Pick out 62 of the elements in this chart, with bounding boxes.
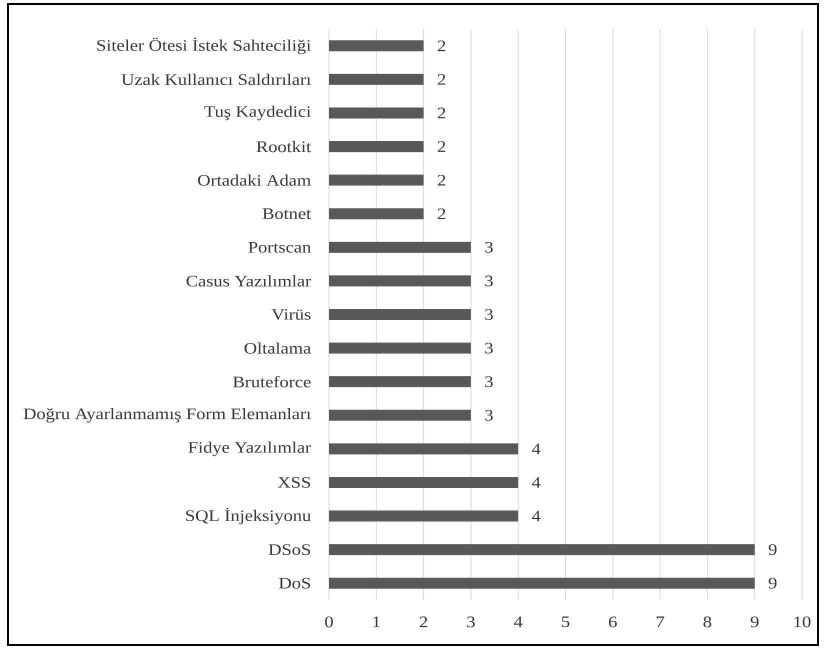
x-tick-label: 2 xyxy=(420,616,428,628)
data-label: 9 xyxy=(768,578,777,589)
data-label: 2 xyxy=(438,208,446,220)
bar xyxy=(329,141,424,152)
y-tick-label: Ortadaki Adam xyxy=(198,174,311,186)
bar xyxy=(329,107,424,118)
bar xyxy=(329,410,471,421)
data-label: 4 xyxy=(532,444,541,454)
bar xyxy=(329,174,424,186)
data-label: 2 xyxy=(438,108,446,118)
y-tick-label: SQL İnjeksiyonu xyxy=(186,508,311,524)
x-tick-label: 5 xyxy=(562,616,570,628)
y-tick-label: Portscan xyxy=(248,242,311,253)
x-tick-label: 7 xyxy=(656,616,664,628)
y-tick-label: Tuş Kaydedici xyxy=(204,106,311,120)
y-tick-label: DSoS xyxy=(268,544,310,555)
data-label: 3 xyxy=(485,376,493,388)
x-tick-label: 10 xyxy=(794,616,811,628)
bar xyxy=(329,443,518,454)
data-label: 2 xyxy=(438,74,446,85)
x-tick-label: 8 xyxy=(704,616,712,628)
bar xyxy=(329,74,424,85)
data-label: 3 xyxy=(485,309,493,320)
data-label: 2 xyxy=(438,174,446,186)
bar xyxy=(329,309,471,320)
y-tick-label: Rootkit xyxy=(256,140,312,152)
x-tick-label: 0 xyxy=(325,616,333,628)
x-tick-label: 6 xyxy=(608,616,617,628)
y-tick-label: Doğru Ayarlanmamış Form Elemanları xyxy=(24,408,311,423)
y-tick-label: Bruteforce xyxy=(233,376,311,388)
bar xyxy=(329,510,518,522)
x-tick-label: 3 xyxy=(467,616,475,628)
data-label: 9 xyxy=(768,544,777,555)
y-tick-label: DoS xyxy=(279,578,310,589)
x-tick-label: 1 xyxy=(373,616,380,628)
bar xyxy=(329,208,424,220)
y-tick-label: Botnet xyxy=(262,208,312,220)
bar xyxy=(329,242,471,253)
x-tick-label: 4 xyxy=(514,616,523,628)
y-tick-label: XSS xyxy=(278,477,310,488)
data-label: 3 xyxy=(485,276,493,286)
bar xyxy=(329,544,755,556)
bar xyxy=(329,342,471,354)
data-label: 3 xyxy=(485,410,493,421)
y-tick-label: Virüs xyxy=(272,309,311,320)
data-label: 3 xyxy=(485,342,493,354)
data-label: 2 xyxy=(438,40,446,52)
bar xyxy=(329,275,471,286)
bar xyxy=(329,578,755,589)
data-label: 3 xyxy=(485,242,493,253)
x-tick-label: 9 xyxy=(750,616,759,628)
bar xyxy=(329,40,424,52)
bar xyxy=(329,476,518,488)
y-tick-label: Casus Yazılımlar xyxy=(186,275,312,287)
y-tick-label: Uzak Kullanıcı Saldırıları xyxy=(122,74,311,86)
bar xyxy=(329,376,471,388)
data-label: 4 xyxy=(532,510,541,522)
y-tick-label: Oltalama xyxy=(244,342,311,354)
y-tick-label: Fidye Yazılımlar xyxy=(188,442,312,456)
y-tick-label: Siteler Ötesi İstek Sahteciliği xyxy=(97,37,311,54)
data-label: 4 xyxy=(532,477,541,488)
data-label: 2 xyxy=(438,141,446,152)
